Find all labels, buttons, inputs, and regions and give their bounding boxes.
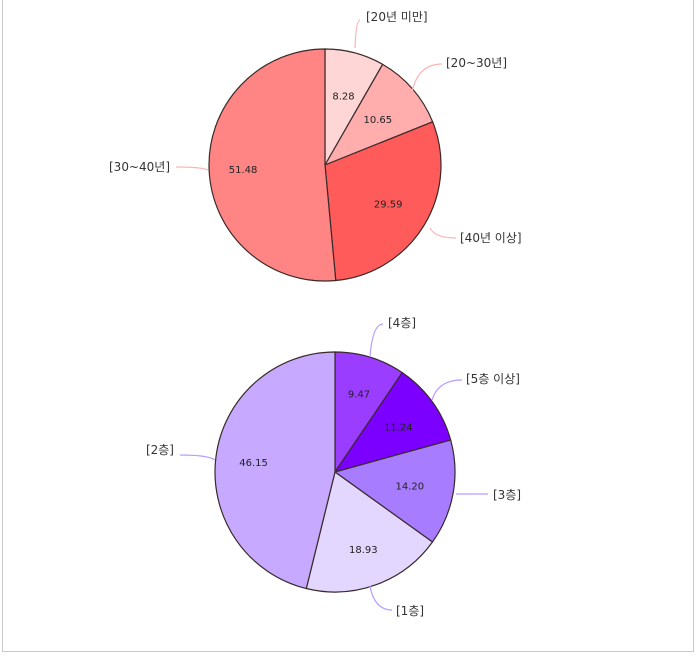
- slice-value-label: 9.47: [348, 390, 370, 401]
- category-label: [4층]: [388, 316, 416, 330]
- category-label: [40년 이상]: [460, 231, 522, 245]
- pie-slice: [214, 351, 336, 590]
- category-label: [2층]: [146, 443, 174, 457]
- leader-line: [431, 379, 463, 401]
- slice-value-label: 14.20: [395, 481, 424, 492]
- category-label: [30~40년]: [109, 160, 170, 174]
- slice-value-label: 10.65: [363, 115, 392, 126]
- pie-slice: [333, 439, 456, 543]
- leader-line: [179, 454, 216, 461]
- category-label: [20년 미만]: [366, 10, 428, 24]
- slice-value-label: 8.28: [332, 91, 354, 102]
- category-label: [1층]: [396, 604, 424, 618]
- leader-line: [429, 227, 457, 239]
- slice-value-label: 11.24: [384, 423, 413, 434]
- pie-chart-2: 9.47 11.24 14.20 18.93 46.15 [4층] [5층 이상] [3층] […: [146, 316, 521, 618]
- leader-line: [369, 585, 393, 611]
- category-label: [20~30년]: [446, 56, 507, 70]
- slice-value-label: 29.59: [374, 200, 403, 211]
- leader-line: [411, 63, 443, 93]
- pie-slice: [305, 470, 434, 593]
- slice-value-label: 18.93: [349, 545, 378, 556]
- category-label: [3층]: [493, 488, 521, 502]
- pie-slice: [208, 48, 337, 282]
- category-label: [5층 이상]: [466, 372, 520, 386]
- pie-slice: [333, 371, 452, 474]
- pie-chart-1: 8.28 10.65 29.59 51.48 [20년 미만] [20~30년] [40년 …: [109, 10, 522, 282]
- slice-value-label: 51.48: [229, 165, 258, 176]
- slice-value-label: 46.15: [239, 458, 268, 469]
- leader-line: [369, 323, 384, 358]
- pie-slice: [324, 121, 442, 282]
- leader-line: [354, 19, 361, 49]
- leader-line: [175, 166, 209, 171]
